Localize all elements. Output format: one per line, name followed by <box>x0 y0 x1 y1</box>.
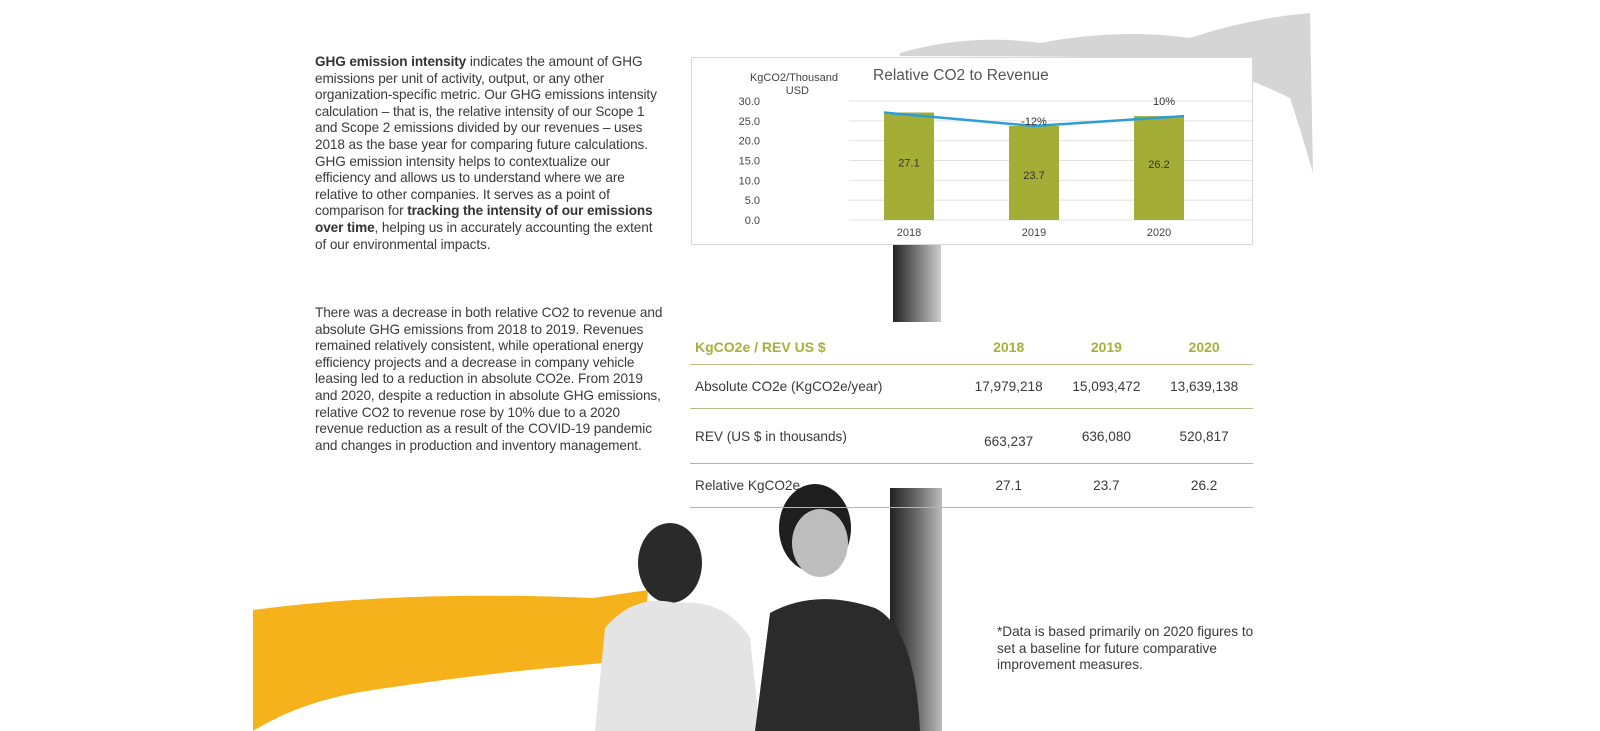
trend-line <box>883 111 1185 128</box>
chart-title: Relative CO2 to Revenue <box>873 67 1049 84</box>
smoke-image <box>900 13 1313 173</box>
row-label: Relative KgCO2e <box>690 463 960 508</box>
cell: 17,979,218 <box>959 364 1058 409</box>
chart-panel: Relative CO2 to Revenue KgCO2/Thousand U… <box>691 57 1253 245</box>
row-label: Absolute CO2e (KgCO2e/year) <box>690 364 960 409</box>
data-label: 27.1 <box>898 157 919 169</box>
y-tick-label: 5.0 <box>745 195 760 207</box>
cell: 520,817 <box>1155 408 1253 464</box>
cell: 15,093,472 <box>1057 364 1156 409</box>
x-tick-label: 2018 <box>897 227 921 239</box>
y-tick-label: 30.0 <box>739 96 760 108</box>
bar-line-chart: Relative CO2 to Revenue KgCO2/Thousand U… <box>739 67 1252 239</box>
cell: 26.2 <box>1155 463 1253 508</box>
emissions-table: KgCO2e / REV US $ 2018 2019 2020 Absolut… <box>690 330 1253 508</box>
row-label: REV (US $ in thousands) <box>690 408 960 464</box>
table-header-row: KgCO2e / REV US $ 2018 2019 2020 <box>690 330 1253 365</box>
bar-2019 <box>1009 125 1059 220</box>
y-tick-label: 20.0 <box>739 136 760 148</box>
cell: 27.1 <box>959 463 1058 508</box>
data-label: 26.2 <box>1148 159 1169 171</box>
table-row: Relative KgCO2e 27.1 23.7 26.2 <box>690 463 1253 508</box>
y-tick-label: 0.0 <box>745 215 760 227</box>
text-run: indicates the amount of GHG emissions pe… <box>315 54 657 219</box>
change-annotation: -12% <box>1021 116 1047 128</box>
y-axis-label-line1: KgCO2/Thousand <box>750 72 838 84</box>
people-photo <box>595 484 920 731</box>
y-axis-label-line2: USD <box>786 85 809 97</box>
bar-2018 <box>884 112 934 220</box>
analysis-paragraph: There was a decrease in both relative CO… <box>315 305 663 453</box>
x-tick-label: 2020 <box>1147 227 1171 239</box>
change-annotation: 10% <box>1153 96 1175 108</box>
header-metric: KgCO2e / REV US $ <box>690 330 960 365</box>
y-tick-label: 25.0 <box>739 116 760 128</box>
header-2019: 2019 <box>1057 330 1156 365</box>
cell: 13,639,138 <box>1155 364 1253 409</box>
intro-paragraph: GHG emission intensity indicates the amo… <box>315 54 665 253</box>
table-row: REV (US $ in thousands) 663,237 636,080 … <box>690 408 1253 464</box>
yellow-brush-stroke <box>253 590 648 731</box>
chimney-image <box>893 244 941 322</box>
bold-phrase: tracking the intensity of our emissions … <box>315 203 653 235</box>
text-run: , helping us in accurately accounting th… <box>315 219 653 252</box>
bold-term: GHG emission intensity <box>315 54 467 69</box>
cell: 23.7 <box>1057 463 1156 508</box>
bar-2020 <box>1134 116 1184 220</box>
cell: 636,080 <box>1057 408 1156 464</box>
header-2018: 2018 <box>959 330 1058 365</box>
y-tick-label: 15.0 <box>739 156 760 168</box>
footnote: *Data is based primarily on 2020 figures… <box>997 624 1254 673</box>
y-tick-label: 10.0 <box>739 175 760 187</box>
table-row: Absolute CO2e (KgCO2e/year) 17,979,218 1… <box>690 364 1253 409</box>
data-label: 23.7 <box>1023 170 1044 182</box>
header-2020: 2020 <box>1155 330 1253 365</box>
x-tick-label: 2019 <box>1022 227 1046 239</box>
cell: 663,237 <box>959 408 1058 464</box>
